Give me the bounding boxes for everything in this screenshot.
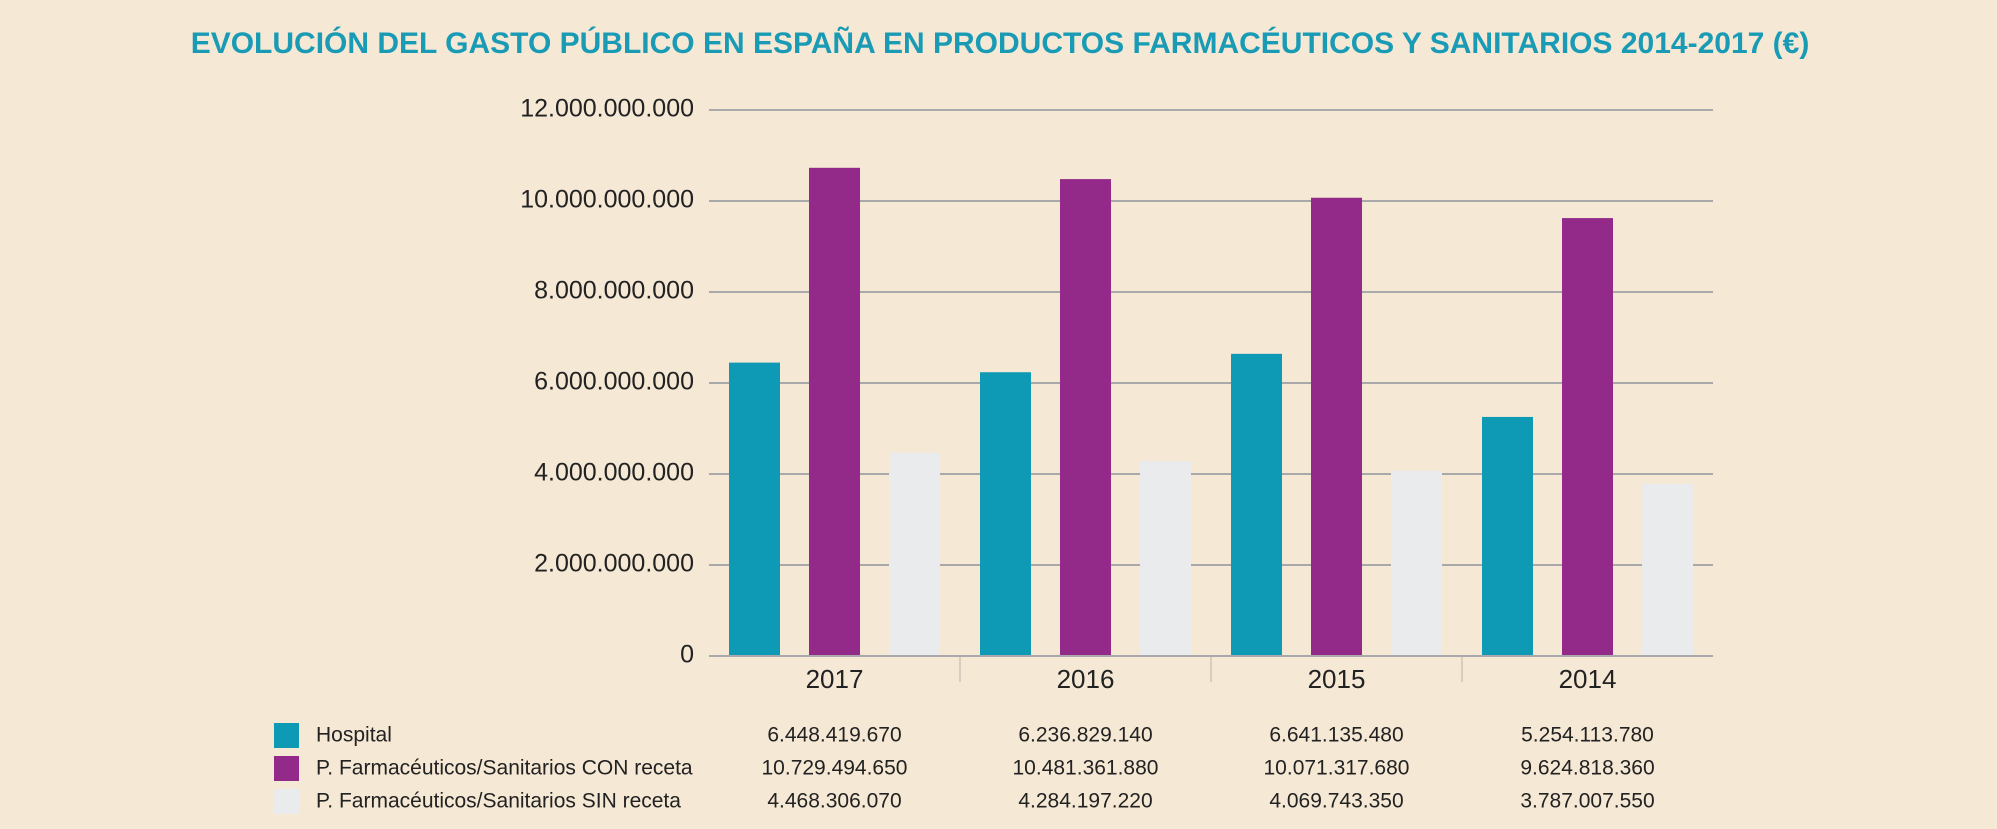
- y-tick-label: 2.000.000.000: [534, 550, 694, 578]
- bar: [1642, 483, 1693, 656]
- table-value: 10.729.494.650: [762, 757, 908, 780]
- table-value: 10.071.317.680: [1264, 757, 1410, 780]
- table-value: 5.254.113.780: [1521, 724, 1654, 747]
- legend-swatch: [274, 723, 299, 748]
- bar: [1231, 353, 1282, 656]
- table-value: 9.624.818.360: [1520, 757, 1654, 780]
- bar: [1562, 218, 1613, 656]
- y-tick-label: 10.000.000.000: [520, 186, 694, 214]
- x-tick-label: 2014: [1559, 664, 1617, 694]
- table-value: 4.468.306.070: [767, 790, 901, 813]
- y-tick-label: 4.000.000.000: [534, 459, 694, 487]
- bar: [809, 167, 860, 657]
- bar: [889, 452, 940, 656]
- table-value: 6.236.829.140: [1018, 724, 1152, 747]
- table-value: 3.787.007.550: [1520, 790, 1654, 813]
- bar: [1482, 416, 1533, 656]
- table-value: 6.448.419.670: [767, 724, 901, 747]
- table-value: 10.481.361.880: [1013, 757, 1159, 780]
- y-tick-label: 6.000.000.000: [534, 368, 694, 396]
- bar: [1391, 470, 1442, 656]
- legend-swatch: [274, 789, 299, 814]
- bar: [1060, 179, 1111, 657]
- x-tick-label: 2017: [806, 664, 864, 694]
- legend-swatch: [274, 756, 299, 781]
- x-tick-label: 2016: [1057, 664, 1115, 694]
- table-value: 6.641.135.480: [1269, 724, 1403, 747]
- y-tick-label: 12.000.000.000: [520, 95, 694, 123]
- bar: [980, 372, 1031, 656]
- y-tick-label: 0: [680, 641, 694, 669]
- table-value: 4.069.743.350: [1269, 790, 1403, 813]
- chart-title: EVOLUCIÓN DEL GASTO PÚBLICO EN ESPAÑA EN…: [191, 26, 1810, 60]
- legend-label: P. Farmacéuticos/Sanitarios CON receta: [316, 757, 693, 780]
- y-tick-label: 8.000.000.000: [534, 277, 694, 305]
- x-tick-label: 2015: [1308, 664, 1366, 694]
- legend-label: Hospital: [316, 724, 392, 747]
- bar: [1140, 461, 1191, 656]
- legend-label: P. Farmacéuticos/Sanitarios SIN receta: [316, 790, 681, 813]
- bar: [729, 362, 780, 656]
- bar: [1311, 197, 1362, 656]
- table-value: 4.284.197.220: [1018, 790, 1152, 813]
